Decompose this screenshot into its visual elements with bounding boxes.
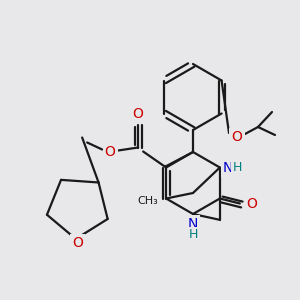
- Text: O: O: [105, 146, 116, 160]
- Text: O: O: [246, 196, 257, 211]
- Text: O: O: [72, 236, 83, 250]
- Text: H: H: [233, 161, 242, 174]
- Text: N: N: [223, 160, 233, 175]
- Text: CH₃: CH₃: [138, 196, 158, 206]
- Text: N: N: [188, 217, 198, 231]
- Text: O: O: [133, 107, 144, 122]
- Text: H: H: [188, 229, 198, 242]
- Text: O: O: [232, 130, 242, 144]
